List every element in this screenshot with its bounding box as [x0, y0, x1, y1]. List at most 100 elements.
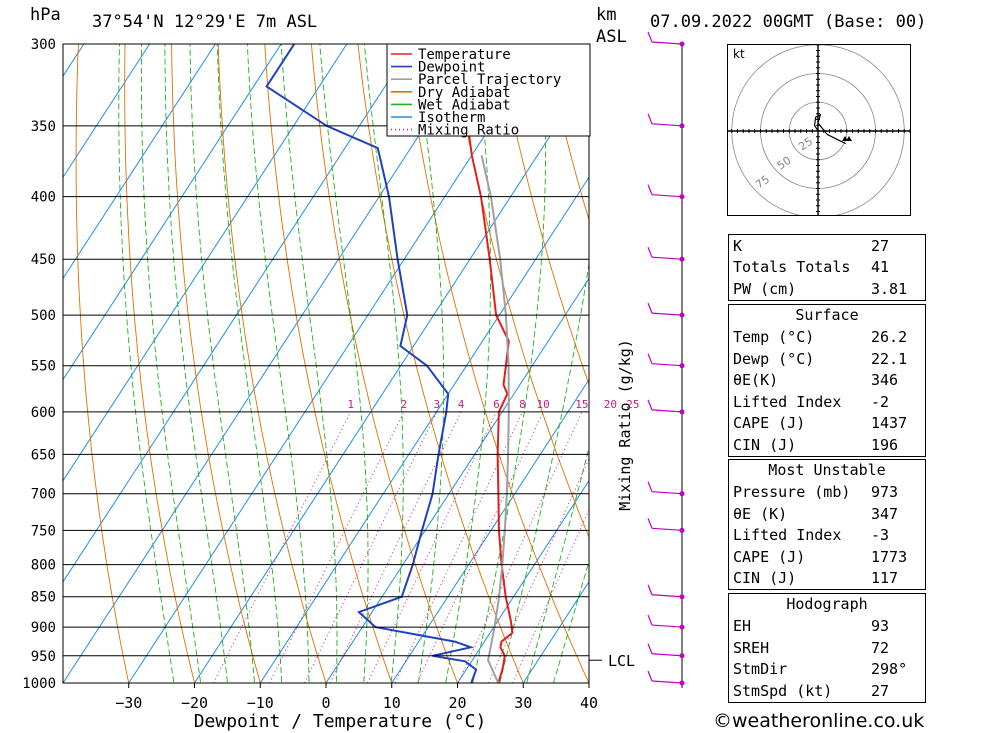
pressure-tick-label: 450	[31, 252, 56, 268]
isotherm-line	[63, 44, 216, 280]
wind-barb-flag	[647, 518, 653, 529]
param-label: Totals Totals	[733, 258, 851, 277]
param-row: Lifted Index -2	[729, 391, 925, 413]
wind-barb-flag	[647, 353, 653, 364]
mixing-ratio-tick-label: 2	[401, 398, 408, 411]
dry-adiabat-line	[217, 44, 327, 683]
isotherm-line	[325, 277, 589, 683]
param-row: CIN (J) 196	[729, 434, 925, 456]
param-value: 93	[871, 617, 890, 636]
wind-barb-flag	[647, 302, 653, 314]
parcel-trajectory-profile	[480, 155, 510, 683]
dry-adiabat-line	[171, 44, 261, 683]
wind-barb	[651, 527, 683, 531]
param-value: 298°	[871, 660, 908, 679]
surface-table: Surface Temp (°C) 26.2 Dewp (°C) 22.1 θE(K) 34…	[728, 304, 926, 457]
wind-barb-flag	[647, 670, 653, 682]
param-row: Temp (°C) 26.2	[729, 327, 925, 349]
wind-barb-flag	[647, 113, 653, 125]
param-row: SREH 72	[729, 637, 925, 659]
param-value: -2	[871, 392, 890, 411]
wet-adiabat-line	[140, 44, 202, 683]
mixing-ratio-line	[512, 508, 589, 683]
dry-adiabat-line	[994, 7, 1000, 709]
temperature-tick-label: 0	[321, 694, 330, 712]
lcl-label: LCL	[608, 652, 635, 670]
wet-adiabat-line	[189, 44, 255, 683]
wind-barb-flag	[647, 643, 653, 654]
pressure-tick-label: 500	[31, 308, 56, 324]
dry-adiabat-line	[264, 44, 393, 683]
param-label: PW (cm)	[733, 279, 797, 298]
param-label: CAPE (J)	[733, 414, 806, 433]
wind-barb	[651, 123, 683, 127]
mixing-ratio-line	[303, 411, 438, 683]
param-value: 27	[871, 681, 890, 700]
mixing-ratio-tick-label: 3	[434, 398, 441, 411]
isotherm-line	[63, 44, 348, 482]
hodograph-trace	[813, 113, 846, 145]
isotherm-line	[63, 44, 151, 179]
hodograph-ring-label: 50	[775, 154, 794, 173]
param-row: CAPE (J) 1773	[729, 546, 925, 568]
wind-barb-flag	[647, 481, 653, 492]
x-axis-title: Dewpoint / Temperature (°C)	[194, 711, 487, 732]
param-row: CAPE (J) 1437	[729, 413, 925, 435]
param-label: Lifted Index	[733, 392, 842, 411]
dry-adiabat-line	[124, 44, 195, 683]
credit-label: ©weatheronline.co.uk	[713, 710, 925, 732]
dry-adiabat-line	[404, 44, 589, 683]
hodograph-params-table: Hodograph EH 93 SREH 72 StmDir 298° StmSpd (kt)…	[728, 593, 926, 703]
wind-barb-flag	[647, 31, 653, 43]
pressure-tick-label: 400	[31, 190, 56, 206]
wind-barb-flag	[647, 246, 653, 258]
param-label: Dewp (°C)	[733, 349, 815, 368]
wet-adiabat-line	[415, 44, 445, 683]
hodograph-unit-label: kt	[733, 47, 745, 61]
wet-adiabat-line	[164, 44, 228, 683]
mixing-ratio-tick-label: 4	[458, 398, 465, 411]
wind-barb	[651, 409, 683, 413]
temperature-tick-label: 30	[514, 694, 532, 712]
param-row: Pressure (mb) 973	[729, 482, 925, 504]
hodograph-panel: 25 50 75 kt	[725, 38, 911, 224]
mixing-ratio-line	[457, 411, 583, 683]
param-row: EH 93	[729, 616, 925, 638]
isotherm-line	[63, 44, 282, 381]
isotherm-line	[522, 580, 589, 683]
legend-entry-label: Mixing Ratio	[418, 123, 519, 139]
most-unstable-table: Most Unstable Pressure (mb) 973 θE (K) 347 Li…	[728, 459, 926, 590]
wet-adiabat-line	[472, 44, 547, 683]
height-ref-label: ASL	[596, 27, 627, 47]
pressure-tick-label: 900	[31, 620, 56, 636]
mixing-ratio-line	[488, 457, 589, 683]
dry-adiabat-line	[497, 44, 589, 386]
isotherm-line	[456, 479, 589, 683]
param-label: Lifted Index	[733, 526, 842, 545]
wind-barb	[651, 194, 683, 198]
hodograph-ring-label: 25	[796, 135, 815, 154]
pressure-tick-label: 850	[31, 590, 56, 606]
pressure-tick-label: 650	[31, 447, 56, 463]
wind-barb	[651, 41, 683, 45]
mixing-ratio-line	[329, 411, 462, 683]
param-label: Pressure (mb)	[733, 483, 851, 502]
wind-barb	[651, 680, 683, 684]
mixing-ratio-tick-label: 15	[575, 398, 588, 411]
wind-barb-flag	[647, 399, 653, 411]
wind-barb	[651, 256, 683, 260]
legend-entry-label: Isotherm	[418, 110, 485, 126]
wet-adiabat-line	[118, 44, 175, 683]
mixing-ratio-line	[394, 411, 523, 683]
param-label: θE (K)	[733, 504, 788, 523]
param-value: 41	[871, 258, 890, 277]
param-label: CIN (J)	[733, 435, 797, 454]
storm-motion-marker	[842, 136, 848, 141]
param-row: StmDir 298°	[729, 659, 925, 681]
wet-adiabat-line	[246, 44, 310, 683]
param-row: Dewp (°C) 22.1	[729, 348, 925, 370]
param-value: 22.1	[871, 349, 908, 368]
mixing-ratio-tick-label: 25	[626, 398, 639, 411]
param-value: 1437	[871, 414, 908, 433]
